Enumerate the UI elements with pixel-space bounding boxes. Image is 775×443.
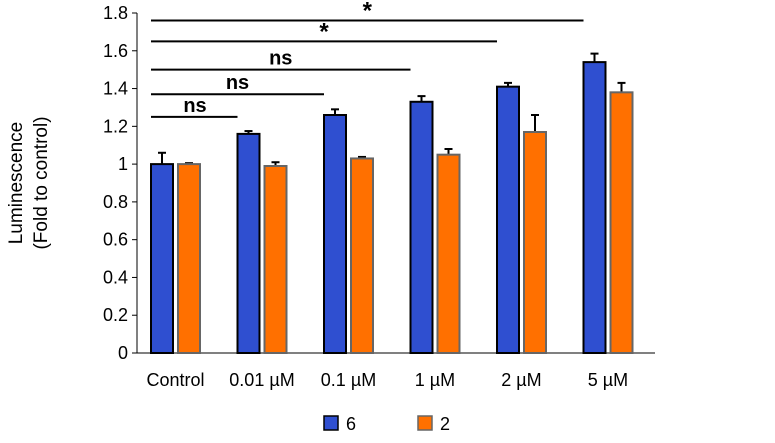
bar-series-6 xyxy=(582,61,607,354)
bar-series-2 xyxy=(609,91,634,354)
y-tick-label: 0.6 xyxy=(103,230,128,250)
bar-series-6 xyxy=(150,163,174,354)
y-tick-label: 1.8 xyxy=(103,3,128,23)
bar-series-2 xyxy=(263,165,288,354)
bar-series-2 xyxy=(523,131,547,354)
legend-swatch xyxy=(417,415,433,431)
x-tick-label: 5 µM xyxy=(588,370,628,390)
bar-series-2 xyxy=(177,163,201,354)
bar-series-6 xyxy=(496,85,520,355)
y-tick-label: 0.2 xyxy=(103,305,128,325)
y-tick-label: 1.6 xyxy=(103,41,128,61)
legend-label: 6 xyxy=(346,414,356,434)
x-tick-label: 2 µM xyxy=(501,370,541,390)
bar-series-2 xyxy=(436,153,461,354)
significance-label: * xyxy=(319,18,329,45)
significance-label: ns xyxy=(269,48,292,70)
bar-series-2 xyxy=(350,157,374,354)
y-tick-label: 0 xyxy=(118,343,128,363)
legend-label: 2 xyxy=(440,414,450,434)
y-axis-label: Luminescence xyxy=(6,122,27,245)
significance-label: ns xyxy=(183,95,206,117)
significance-label: * xyxy=(363,0,373,25)
bar-series-6 xyxy=(236,132,261,354)
bar-series-6 xyxy=(323,114,347,354)
y-tick-label: 1.2 xyxy=(103,116,128,136)
y-tick-label: 1 xyxy=(118,154,128,174)
y-axis-label-2: (Fold to control) xyxy=(31,116,52,249)
y-tick-label: 0.4 xyxy=(103,267,128,287)
legend-swatch xyxy=(323,415,339,431)
x-tick-label: 0.1 µM xyxy=(321,370,376,390)
bar-series-6 xyxy=(409,100,434,355)
x-tick-label: 0.01 µM xyxy=(229,370,294,390)
significance-label: ns xyxy=(226,72,249,94)
x-tick-label: 1 µM xyxy=(415,370,455,390)
y-tick-label: 0.8 xyxy=(103,192,128,212)
x-tick-label: Control xyxy=(146,370,204,390)
y-tick-label: 1.4 xyxy=(103,79,128,99)
